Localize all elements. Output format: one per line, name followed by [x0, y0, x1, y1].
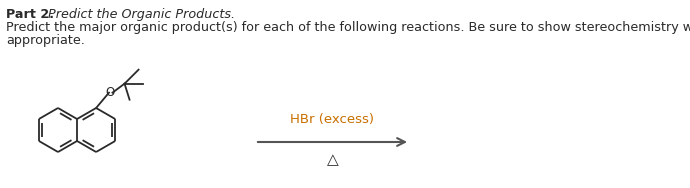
Text: △: △	[326, 152, 338, 167]
Text: HBr (excess): HBr (excess)	[290, 113, 375, 126]
Text: Part 2.: Part 2.	[6, 8, 54, 21]
Text: O: O	[106, 86, 115, 99]
Text: Predict the major organic product(s) for each of the following reactions. Be sur: Predict the major organic product(s) for…	[6, 21, 690, 34]
Text: Predict the Organic Products.: Predict the Organic Products.	[44, 8, 235, 21]
Text: appropriate.: appropriate.	[6, 34, 85, 47]
